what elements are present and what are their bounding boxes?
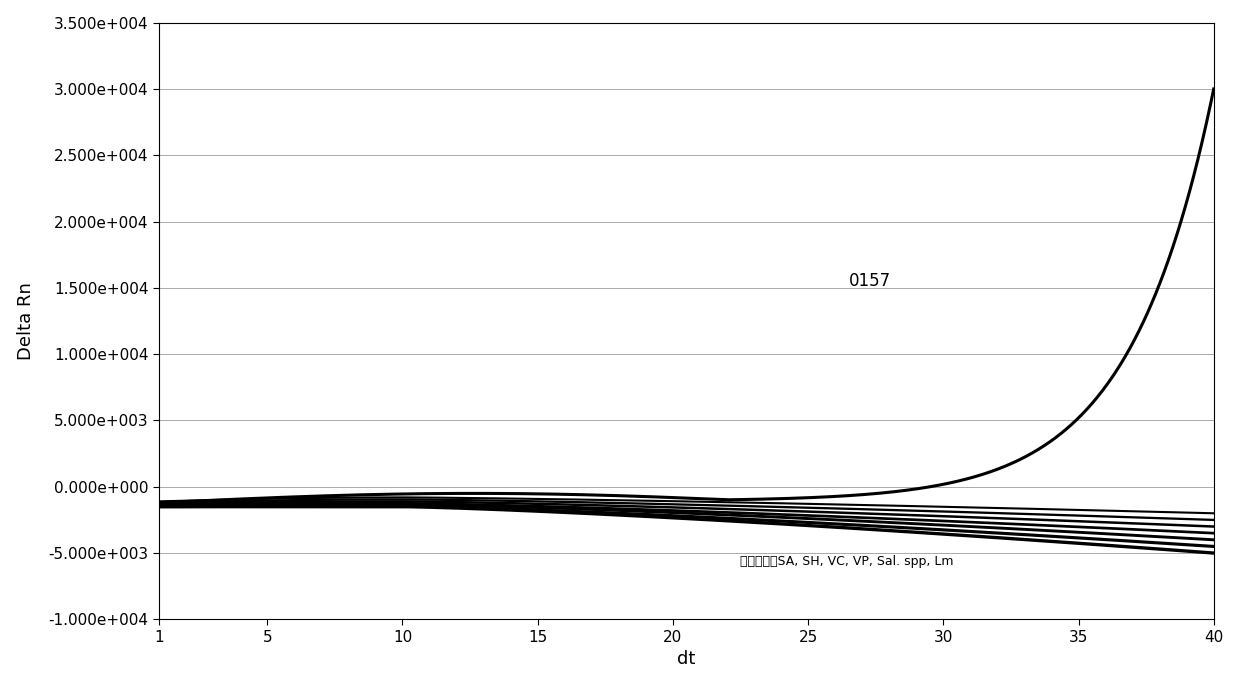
Y-axis label: Delta Rn: Delta Rn: [16, 282, 35, 360]
Text: 阴性对照，SA, SH, VC, VP, Sal. spp, Lm: 阴性对照，SA, SH, VC, VP, Sal. spp, Lm: [740, 555, 954, 567]
Text: 0157: 0157: [848, 272, 890, 290]
X-axis label: dt: dt: [677, 650, 696, 669]
